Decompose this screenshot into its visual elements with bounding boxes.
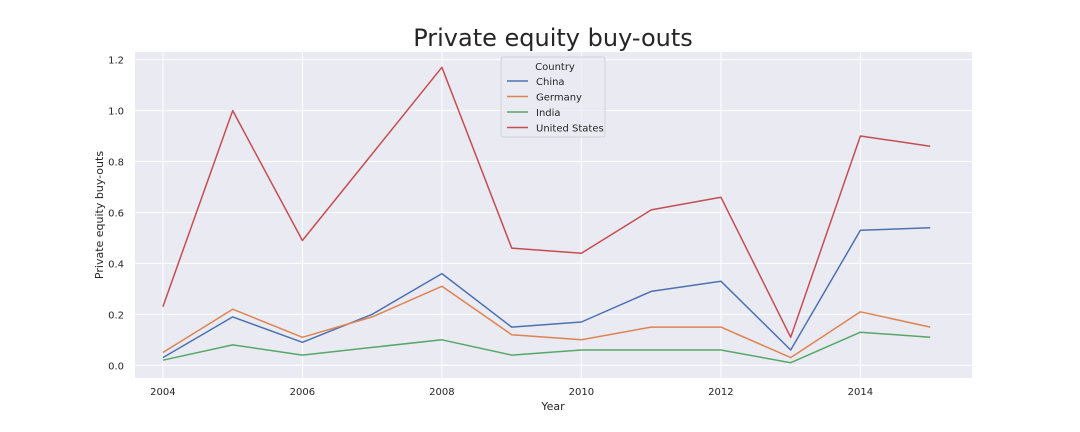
y-tick-label: 0.6 (108, 208, 124, 219)
y-axis-label: Private equity buy-outs (93, 151, 106, 279)
legend-label-germany: Germany (536, 93, 582, 104)
y-axis-ticks: 0.0 0.2 0.4 0.6 0.8 1.0 1.2 (108, 56, 124, 373)
series-line-germany (162, 285, 931, 359)
x-tick-label: 2004 (150, 387, 175, 398)
x-tick-label: 2010 (569, 387, 594, 398)
legend-title: Country (535, 62, 575, 73)
legend-label-india: India (536, 108, 561, 119)
series-line-united-states (162, 66, 931, 339)
legend-entries: China Germany India United States (507, 77, 604, 135)
series-line-india (162, 331, 931, 364)
y-tick-label: 0.2 (108, 310, 124, 321)
series-line-china (162, 226, 931, 359)
y-tick-label: 0.4 (108, 259, 124, 270)
x-tick-label: 2008 (429, 387, 454, 398)
x-axis-label: Year (540, 400, 565, 413)
y-tick-label: 0.0 (108, 361, 124, 372)
series-lines (162, 66, 931, 364)
chart-title: Private equity buy-outs (413, 24, 693, 52)
y-tick-label: 0.8 (108, 158, 124, 169)
legend-label-china: China (536, 77, 565, 88)
x-tick-label: 2014 (848, 387, 873, 398)
x-axis-ticks: 2004 2006 2008 2010 2012 2014 (150, 387, 873, 398)
legend-box (500, 56, 606, 138)
legend: Country China Germany India United States (500, 56, 606, 138)
y-tick-label: 1.0 (108, 107, 124, 118)
y-tick-label: 1.2 (108, 56, 124, 67)
legend-label-united-states: United States (536, 124, 604, 135)
x-tick-label: 2006 (290, 387, 315, 398)
x-tick-label: 2012 (708, 387, 733, 398)
